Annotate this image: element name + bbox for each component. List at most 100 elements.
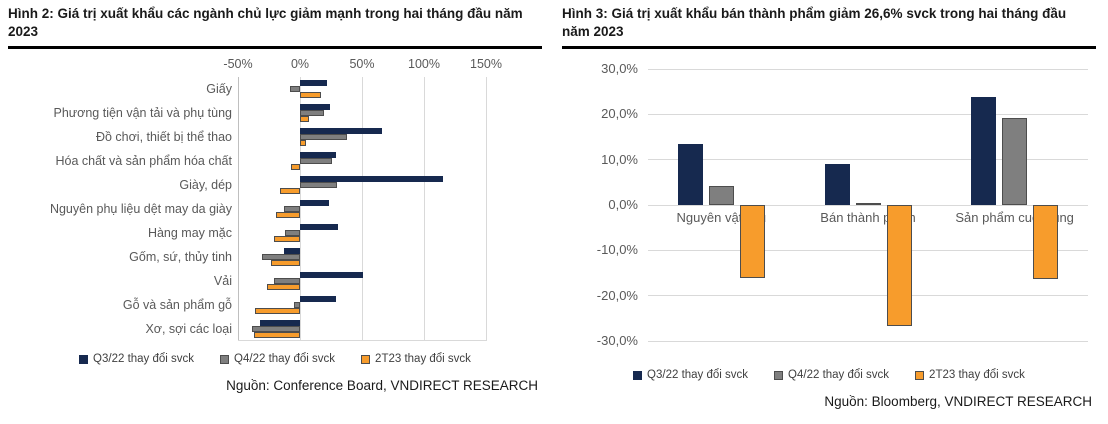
legend-item-1: Q4/22 thay đổi svck xyxy=(220,353,335,365)
bar-q4-cat8 xyxy=(273,278,300,284)
bar-2t23-cat4 xyxy=(280,188,300,194)
bar-q3-cat7 xyxy=(283,248,300,254)
category-label-6: Hàng may mặc xyxy=(147,226,232,240)
legend-item-0: Q3/22 thay đổi svck xyxy=(79,353,194,365)
bar-q3-cat0 xyxy=(677,144,703,205)
bar-2t23-cat2 xyxy=(300,140,307,146)
plot-area xyxy=(237,77,487,341)
bar-2t23-cat3 xyxy=(291,164,300,170)
x-tick-label-2: 50% xyxy=(349,57,375,71)
legend-item-1: Q4/22 thay đổi svck xyxy=(774,369,889,381)
bar-q3-cat6 xyxy=(300,224,339,230)
axis-bottom-line xyxy=(238,340,486,341)
bar-q4-cat1 xyxy=(300,110,324,116)
title-divider xyxy=(8,46,542,49)
figure-2-title: Hình 2: Giá trị xuất khẩu các ngành chủ … xyxy=(8,6,523,40)
export-sectors-bar-chart: -50% 0% 50% 100% 150% Giấy Phương tiện vận tả… xyxy=(8,57,542,341)
x-tick-label-0: -50% xyxy=(223,57,253,71)
panel-hinh-3: Hình 3: Giá trị xuất khẩu bán thành phẩm… xyxy=(554,0,1108,424)
legend-swatch-gray xyxy=(220,354,230,364)
bar-q4-cat4 xyxy=(300,182,338,188)
legend-right: Q3/22 thay đổi svck Q4/22 thay đổi svck 2T… xyxy=(562,369,1096,381)
bar-q3-cat1 xyxy=(300,104,330,110)
legend-swatch-navy xyxy=(79,354,89,364)
bar-q3-cat1 xyxy=(824,163,850,205)
bar-q3-cat2 xyxy=(971,96,997,205)
bar-q3-cat4 xyxy=(300,176,443,182)
plot-area: Nguyên vật liệu Bán thành phẩm Sản phẩm cu… xyxy=(648,68,1088,342)
bar-2t23-cat5 xyxy=(276,212,300,218)
gridline-h-6 xyxy=(648,340,1088,342)
bar-q4-cat10 xyxy=(251,326,300,332)
bar-q4-cat7 xyxy=(261,254,300,260)
bar-2t23-cat0 xyxy=(739,205,765,278)
bar-q4-cat0 xyxy=(708,186,734,205)
x-tick-label-4: 150% xyxy=(470,57,502,71)
bar-q4-cat6 xyxy=(285,230,300,236)
bar-2t23-cat1 xyxy=(886,205,912,326)
panel-hinh-2: Hình 2: Giá trị xuất khẩu các ngành chủ … xyxy=(8,6,542,393)
category-label-4: Giày, dép xyxy=(179,178,232,192)
semi-finished-bar-chart: Nguyên vật liệu Bán thành phẩm Sản phẩm cu… xyxy=(562,55,1096,357)
source-text-left: Nguồn: Conference Board, VNDIRECT RESEAR… xyxy=(226,378,538,393)
legend-item-2: 2T23 thay đổi svck xyxy=(361,353,471,365)
bar-q3-cat9 xyxy=(300,296,336,302)
legend-label-0: Q3/22 thay đổi svck xyxy=(647,369,749,381)
category-label-0: Giấy xyxy=(206,82,232,96)
legend-swatch-orange xyxy=(361,354,371,364)
category-label-0: Nguyên vật liệu xyxy=(676,210,767,225)
chart-body: Giấy Phương tiện vận tải và phụ tùng Đồ ch… xyxy=(8,77,542,341)
bar-2t23-cat6 xyxy=(273,236,300,242)
legend-label-2: 2T23 thay đổi svck xyxy=(929,369,1025,381)
source-text-right: Nguồn: Bloomberg, VNDIRECT RESEARCH xyxy=(824,394,1092,409)
bar-q4-cat2 xyxy=(300,134,348,140)
category-label-2: Sản phẩm cuối cùng xyxy=(955,210,1074,225)
bar-2t23-cat9 xyxy=(255,308,300,314)
x-tick-label-3: 100% xyxy=(408,57,440,71)
legend-item-2: 2T23 thay đổi svck xyxy=(915,369,1025,381)
y-tick-label-5: -20,0% xyxy=(596,287,638,303)
category-label-1: Phương tiện vận tải và phụ tùng xyxy=(53,106,233,120)
gridline-h-1 xyxy=(648,113,1088,115)
category-label-7: Gốm, sứ, thủy tinh xyxy=(129,250,232,264)
y-tick-label-0: 30,0% xyxy=(601,61,638,76)
legend-label-2: 2T23 thay đổi svck xyxy=(375,353,471,365)
figure-3-title: Hình 3: Giá trị xuất khẩu bán thành phẩm… xyxy=(562,6,1067,40)
legend-swatch-orange xyxy=(915,370,925,380)
gridline-v-3 xyxy=(423,77,425,341)
bar-q4-cat9 xyxy=(293,302,300,308)
gridline-v-0 xyxy=(237,77,239,341)
gridline-h-0 xyxy=(648,68,1088,70)
gridline-h-4 xyxy=(648,249,1088,251)
category-label-1: Bán thành phẩm xyxy=(820,210,916,225)
category-axis-labels: Giấy Phương tiện vận tải và phụ tùng Đồ ch… xyxy=(8,77,238,341)
title-divider xyxy=(562,46,1096,49)
gridline-v-1 xyxy=(299,77,301,341)
bar-q3-cat8 xyxy=(300,272,364,278)
legend-label-0: Q3/22 thay đổi svck xyxy=(93,353,195,365)
legend-item-0: Q3/22 thay đổi svck xyxy=(633,369,748,381)
gridline-v-2 xyxy=(361,77,363,341)
y-tick-label-4: -10,0% xyxy=(596,242,638,258)
bar-q4-cat5 xyxy=(283,206,300,212)
bar-2t23-cat2 xyxy=(1033,205,1059,280)
bar-q3-cat3 xyxy=(300,152,336,158)
bar-q4-cat3 xyxy=(300,158,333,164)
legend-swatch-navy xyxy=(633,370,643,380)
y-tick-label-2: 10,0% xyxy=(601,151,638,167)
legend-swatch-gray xyxy=(774,370,784,380)
category-label-8: Vải xyxy=(213,274,232,288)
category-label-5: Nguyên phụ liệu dệt may da giày xyxy=(49,202,232,216)
bar-q3-cat10 xyxy=(260,320,300,326)
bar-q4-cat0 xyxy=(290,86,300,92)
bar-2t23-cat7 xyxy=(271,260,300,266)
y-tick-label-3: 0,0% xyxy=(608,197,638,212)
bar-2t23-cat0 xyxy=(300,92,322,98)
bar-q3-cat2 xyxy=(300,128,382,134)
category-label-2: Đồ chơi, thiết bị thể thao xyxy=(95,130,232,144)
bar-2t23-cat1 xyxy=(300,116,309,122)
gridline-v-4 xyxy=(485,77,487,341)
category-label-9: Gỗ và sản phẩm gỗ xyxy=(122,298,232,312)
bar-q4-cat1 xyxy=(855,203,881,206)
